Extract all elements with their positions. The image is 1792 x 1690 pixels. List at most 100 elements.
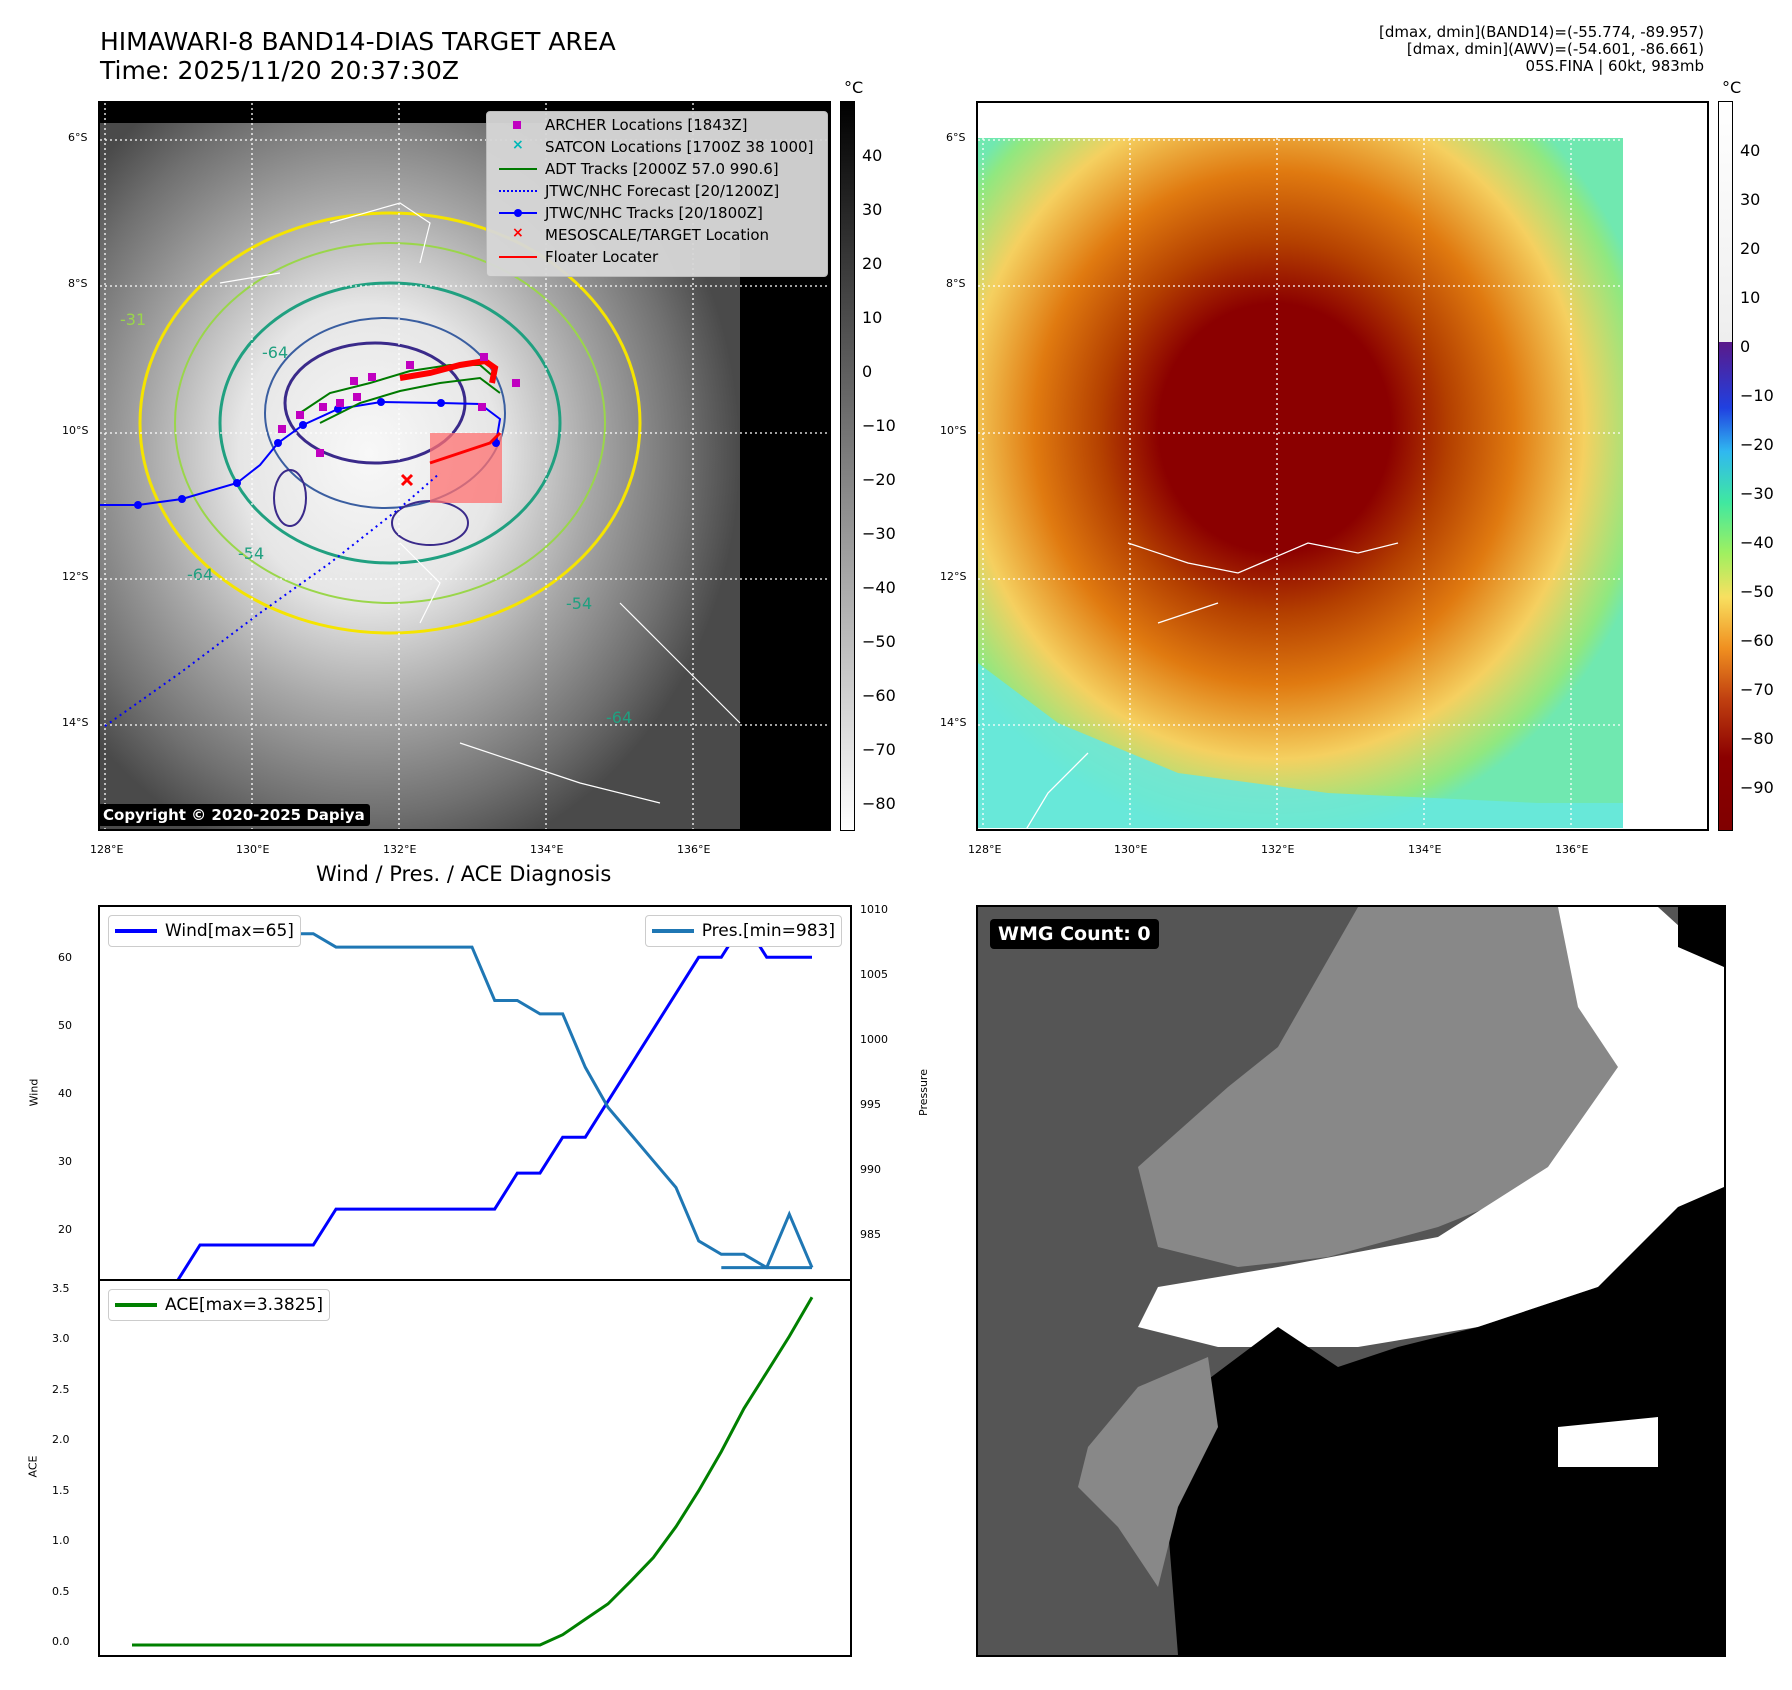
awv-colorbar-tick: −10 <box>1740 386 1774 405</box>
pres-tick: 995 <box>860 1098 881 1111</box>
ir-colorbar-tick: −10 <box>862 416 896 435</box>
wmg-panel: WMG Count: 0 <box>976 905 1726 1657</box>
ace-series-line <box>132 1296 814 1647</box>
chart-title: HIMAWARI-8 BAND14-DIAS TARGET AREA Time:… <box>100 27 616 85</box>
ace-legend: ACE[max=3.3825] <box>108 1289 330 1321</box>
awv-colorbar-unit: °C <box>1722 78 1742 97</box>
pres-tick: 985 <box>860 1228 881 1241</box>
lon-tick: 132°E <box>1261 843 1295 856</box>
contour-label: -64 <box>606 708 632 727</box>
lon-tick: 130°E <box>1114 843 1148 856</box>
ace-tick: 3.0 <box>52 1332 70 1345</box>
lon-tick: 136°E <box>1555 843 1589 856</box>
awv-colorbar-tick: −40 <box>1740 533 1774 552</box>
awv-colorbar-tick: −20 <box>1740 435 1774 454</box>
pres-tick: 1010 <box>860 903 888 916</box>
contour-label: -64 <box>187 565 213 584</box>
lat-tick: 10°S <box>940 424 967 437</box>
pressure-series-line <box>132 918 812 1270</box>
ir-colorbar-tick: 10 <box>862 308 883 327</box>
lon-tick: 134°E <box>1408 843 1442 856</box>
legend-item-forecast: JTWC/NHC Forecast [20/1200Z] <box>495 181 779 201</box>
wind-series-line <box>132 918 812 1281</box>
wmg-count-badge: WMG Count: 0 <box>990 919 1159 949</box>
awv-colorbar-tick: 40 <box>1740 141 1761 160</box>
wind-tick: 60 <box>58 951 72 964</box>
ir-colorbar-tick: −70 <box>862 740 896 759</box>
awv-colorbar-tick: −30 <box>1740 484 1774 503</box>
contour-label: -64 <box>262 343 288 362</box>
wind-legend: Wind[max=65] <box>108 915 301 947</box>
wind-tick: 30 <box>58 1155 72 1168</box>
awv-colorbar-tick: 0 <box>1740 337 1751 356</box>
ace-tick: 2.5 <box>52 1383 70 1396</box>
stats-line-3: 05S.FINA | 60kt, 983mb <box>1525 57 1704 75</box>
lat-tick: 10°S <box>62 424 89 437</box>
wind-tick: 20 <box>58 1223 72 1236</box>
wmg-svg <box>1078 907 1724 1655</box>
ace-svg <box>132 1296 814 1647</box>
title-line-2: Time: 2025/11/20 20:37:30Z <box>100 56 459 85</box>
contour-label: -31 <box>120 310 146 329</box>
ir-colorbar-tick: 20 <box>862 254 883 273</box>
ir-colorbar-tick: −40 <box>862 578 896 597</box>
pres-legend: Pres.[min=983] <box>644 915 842 947</box>
wind-tick: 50 <box>58 1019 72 1032</box>
awv-colorbar-tick: −80 <box>1740 729 1774 748</box>
ir-colorbar-tick: −30 <box>862 524 896 543</box>
wind-pres-svg <box>132 918 814 1281</box>
diag-title: Wind / Pres. / ACE Diagnosis <box>316 862 612 886</box>
legend-item-archer: ARCHER Locations [1843Z] <box>495 115 748 135</box>
ace-panel: ACE[max=3.3825] <box>98 1279 852 1657</box>
contour-label: -54 <box>238 544 264 563</box>
ace-tick: 1.0 <box>52 1534 70 1547</box>
lat-tick: 14°S <box>940 716 967 729</box>
ir-colorbar-tick: −80 <box>862 794 896 813</box>
lat-tick: 8°S <box>68 277 88 290</box>
lon-tick: 132°E <box>383 843 417 856</box>
ir-colorbar-tick: −60 <box>862 686 896 705</box>
lat-tick: 8°S <box>946 277 966 290</box>
pres-tick: 1005 <box>860 968 888 981</box>
lat-tick: 6°S <box>68 131 88 144</box>
lon-tick: 130°E <box>236 843 270 856</box>
pres-tick: 990 <box>860 1163 881 1176</box>
ace-tick: 1.5 <box>52 1484 70 1497</box>
awv-colorbar-tick: −60 <box>1740 631 1774 650</box>
ace-tick: 3.5 <box>52 1282 70 1295</box>
ace-axis-label: ACE <box>26 1455 40 1478</box>
pressure-tail-line <box>721 1210 814 1270</box>
ir-colorbar-tick: −50 <box>862 632 896 651</box>
legend-item-satcon: × SATCON Locations [1700Z 38 1000] <box>512 137 814 156</box>
pres-axis-label: Pressure <box>916 1069 930 1116</box>
lon-tick: 134°E <box>530 843 564 856</box>
ace-tick: 2.0 <box>52 1433 70 1446</box>
ir-colorbar-unit: °C <box>844 78 864 97</box>
awv-map-svg <box>978 103 1707 829</box>
awv-colorbar-tick: −50 <box>1740 582 1774 601</box>
contour-label: -54 <box>566 594 592 613</box>
awv-colorbar-tick: 30 <box>1740 190 1761 209</box>
awv-colorbar-tick: −70 <box>1740 680 1774 699</box>
awv-colorbar <box>1718 101 1733 831</box>
pres-tick: 1000 <box>860 1033 888 1046</box>
ir-colorbar-tick: 40 <box>862 146 883 165</box>
copyright-badge: Copyright © 2020-2025 Dapiya <box>100 804 370 826</box>
legend-item-floater: Floater Locater <box>495 247 658 267</box>
lon-tick: 128°E <box>90 843 124 856</box>
wind-axis-label: Wind <box>27 1078 41 1107</box>
legend-item-adt: ADT Tracks [2000Z 57.0 990.6] <box>495 159 779 179</box>
lon-tick: 136°E <box>677 843 711 856</box>
lat-tick: 14°S <box>62 716 89 729</box>
legend-item-mesoscale: × MESOSCALE/TARGET Location <box>512 225 770 244</box>
awv-map-panel <box>976 101 1709 831</box>
ir-colorbar-tick: 0 <box>862 362 873 381</box>
stats-block: [dmax, dmin](BAND14)=(-55.774, -89.957) … <box>1379 24 1704 75</box>
ir-colorbar-tick: −20 <box>862 470 896 489</box>
lat-tick: 6°S <box>946 131 966 144</box>
awv-colorbar-tick: 10 <box>1740 288 1761 307</box>
ir-colorbar <box>840 101 855 831</box>
ir-map-panel: -64 -31 -64 -54 -54 -64 <box>98 101 831 831</box>
ir-colorbar-tick: 30 <box>862 200 883 219</box>
ace-tick: 0.0 <box>52 1635 70 1648</box>
